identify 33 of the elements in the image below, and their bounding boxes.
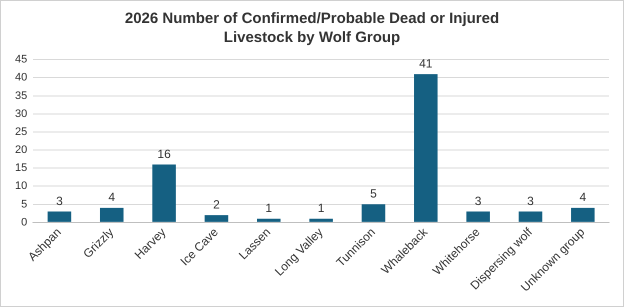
data-label: 5 bbox=[370, 186, 378, 201]
bar bbox=[204, 215, 228, 222]
data-label: 1 bbox=[318, 201, 325, 216]
bar bbox=[518, 212, 542, 222]
data-label: 4 bbox=[108, 190, 116, 204]
data-label: 2 bbox=[213, 197, 220, 212]
bar bbox=[100, 208, 124, 222]
bar bbox=[466, 212, 490, 222]
y-tick-label: 25 bbox=[14, 126, 28, 138]
chart-title: 2026 Number of Confirmed/Probable Dead or Injured Livestock by Wolf Group bbox=[124, 9, 500, 47]
y-tick-label: 35 bbox=[14, 90, 28, 102]
data-label: 3 bbox=[527, 194, 534, 208]
y-tick-label: 10 bbox=[14, 180, 28, 192]
data-label: 4 bbox=[579, 190, 586, 204]
y-tick-label: 15 bbox=[14, 162, 28, 174]
bar bbox=[571, 208, 595, 222]
y-tick-label: 40 bbox=[14, 72, 28, 84]
data-label: 16 bbox=[157, 146, 172, 161]
y-tick-label: 5 bbox=[21, 198, 28, 210]
bar bbox=[257, 218, 281, 222]
bar bbox=[48, 212, 72, 222]
data-label: 41 bbox=[419, 56, 433, 70]
y-tick-label: 45 bbox=[14, 54, 28, 66]
data-label: 1 bbox=[265, 201, 272, 216]
bar bbox=[362, 204, 386, 222]
data-label: 3 bbox=[474, 194, 482, 208]
data-label: 3 bbox=[56, 194, 64, 208]
bar bbox=[152, 164, 176, 222]
bar bbox=[309, 218, 333, 222]
y-tick-label: 30 bbox=[14, 108, 28, 120]
y-tick-label: 20 bbox=[14, 144, 28, 156]
y-tick-label: 0 bbox=[21, 216, 28, 228]
bar bbox=[414, 74, 438, 222]
